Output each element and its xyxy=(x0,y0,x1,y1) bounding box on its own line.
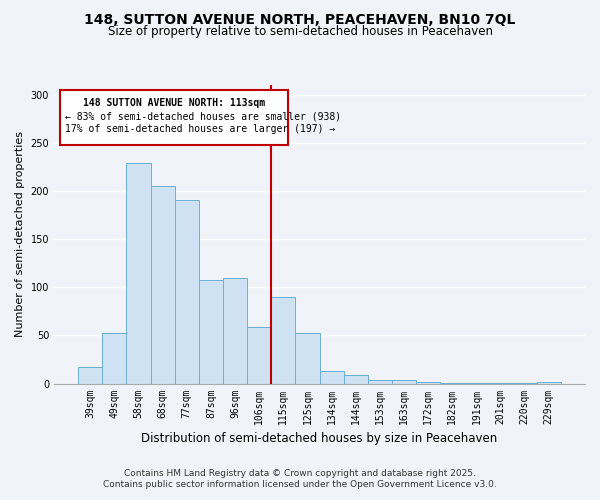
Bar xyxy=(344,375,368,384)
Bar xyxy=(368,380,392,384)
Bar xyxy=(537,382,561,384)
Bar xyxy=(151,186,175,384)
Text: Size of property relative to semi-detached houses in Peacehaven: Size of property relative to semi-detach… xyxy=(107,25,493,38)
Text: 17% of semi-detached houses are larger (197) →: 17% of semi-detached houses are larger (… xyxy=(65,124,335,134)
Text: 148, SUTTON AVENUE NORTH, PEACEHAVEN, BN10 7QL: 148, SUTTON AVENUE NORTH, PEACEHAVEN, BN… xyxy=(85,12,515,26)
Text: Contains HM Land Registry data © Crown copyright and database right 2025.: Contains HM Land Registry data © Crown c… xyxy=(124,468,476,477)
Bar xyxy=(78,367,103,384)
Bar xyxy=(175,200,199,384)
Text: 148 SUTTON AVENUE NORTH: 113sqm: 148 SUTTON AVENUE NORTH: 113sqm xyxy=(83,98,265,108)
Bar xyxy=(223,278,247,384)
Y-axis label: Number of semi-detached properties: Number of semi-detached properties xyxy=(15,132,25,338)
Bar xyxy=(512,382,537,384)
Bar xyxy=(392,380,416,384)
Bar xyxy=(295,334,320,384)
Bar xyxy=(271,297,295,384)
Bar xyxy=(103,334,127,384)
Bar xyxy=(320,371,344,384)
Bar xyxy=(127,163,151,384)
X-axis label: Distribution of semi-detached houses by size in Peacehaven: Distribution of semi-detached houses by … xyxy=(142,432,497,445)
Bar xyxy=(464,382,488,384)
Bar xyxy=(247,326,271,384)
Bar xyxy=(440,382,464,384)
Text: ← 83% of semi-detached houses are smaller (938): ← 83% of semi-detached houses are smalle… xyxy=(65,111,341,121)
Bar xyxy=(199,280,223,384)
Bar xyxy=(416,382,440,384)
Text: Contains public sector information licensed under the Open Government Licence v3: Contains public sector information licen… xyxy=(103,480,497,489)
Bar xyxy=(488,382,512,384)
